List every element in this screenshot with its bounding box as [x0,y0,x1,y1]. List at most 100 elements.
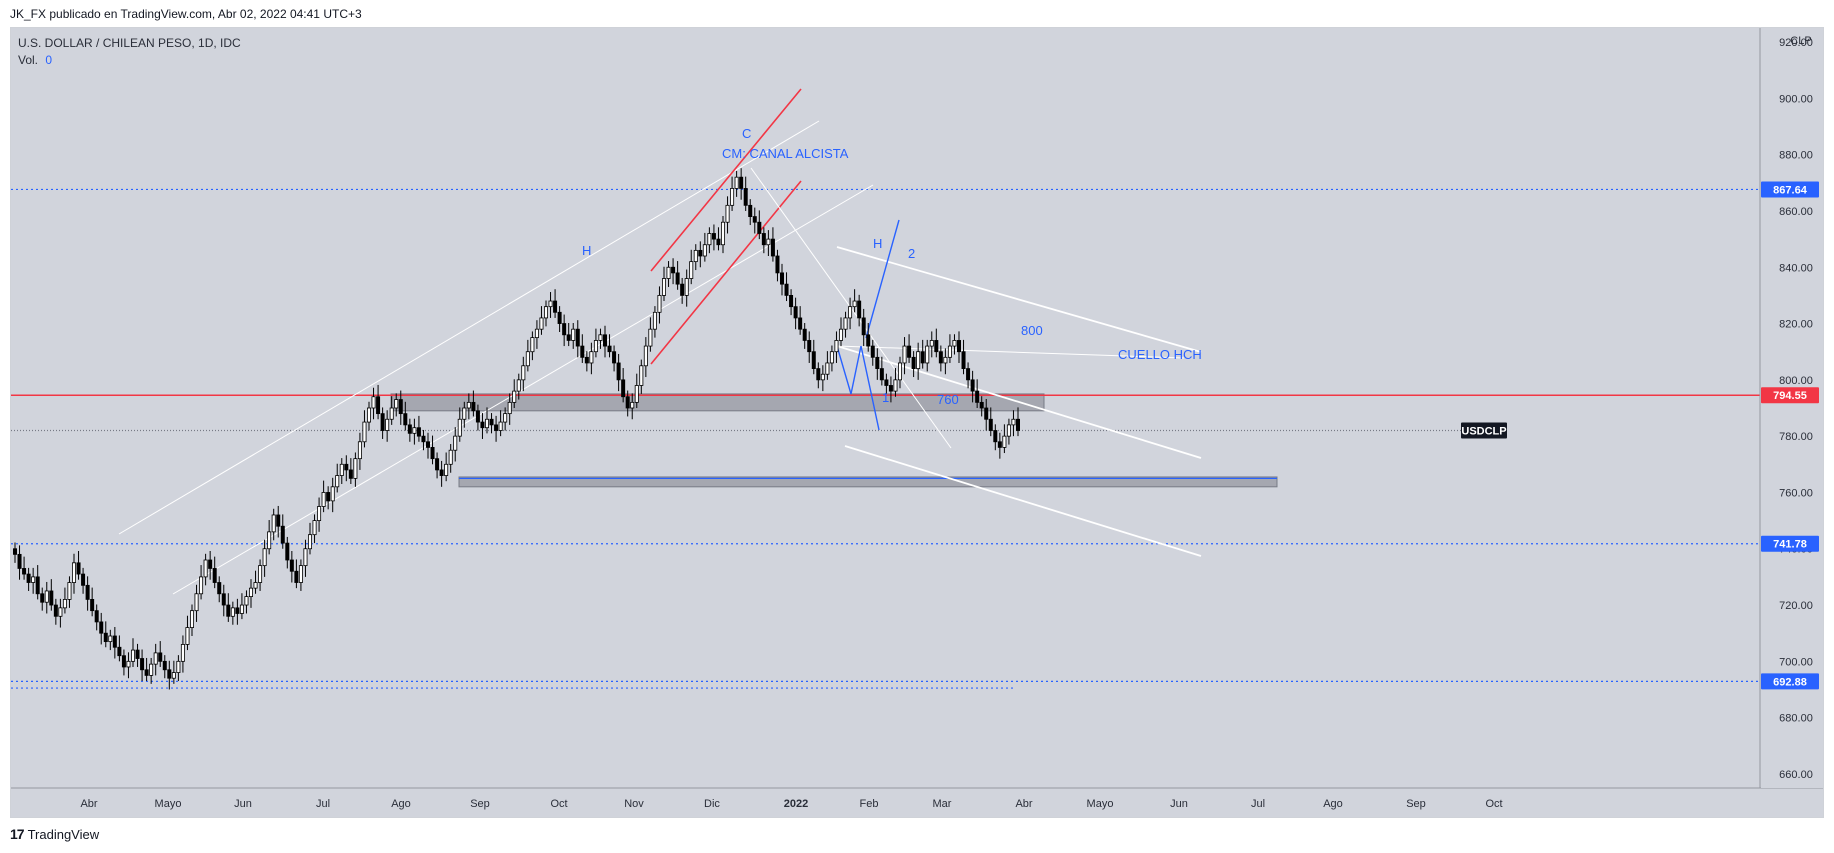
candle-body [707,233,712,246]
candle-body [593,340,598,353]
candle-body [140,658,145,671]
candle-body [403,413,408,426]
chart-annotation: H [582,243,591,258]
candle-body [17,553,22,569]
candle-body [258,565,263,583]
trend-line [650,180,802,365]
candle-body [648,328,653,347]
candle-body [643,345,648,367]
x-tick-label: Mayo [155,798,182,810]
candle-body [911,356,916,369]
candle-body [285,542,290,561]
candle-body [344,463,349,471]
candle-body [761,233,766,246]
x-tick-label: Oct [550,798,567,810]
candle-body [621,379,626,398]
candle-body [789,295,794,308]
candle-body [498,421,503,431]
candle-body [335,475,340,488]
candle-body [439,469,444,476]
volume-row[interactable]: Vol. 0 [18,52,241,69]
candle-body [348,469,353,479]
chart-annotation: CM: CANAL ALCISTA [722,146,849,161]
chart-frame[interactable]: C CM: CANAL ALCISTA H H 2 1 800 760 CUELLO HCH C… [10,27,1824,818]
candle-body [448,449,453,465]
price-label-text: 794.55 [1773,390,1807,402]
candle-body [489,418,494,426]
candle-body [798,317,803,330]
y-tick-label: 880.00 [1779,150,1813,162]
x-tick-label: Jun [1170,798,1188,810]
time-scale-bg[interactable] [11,789,1823,817]
annotations-layer: C CM: CANAL ALCISTA H H 2 1 800 760 CUELLO HCH [582,126,1202,407]
trend-line [865,219,900,339]
candle-body [394,399,399,409]
x-tick-label: Ago [391,798,411,810]
candle-body [430,447,435,460]
x-tick-label: Nov [624,798,644,810]
trend-line [844,445,1202,557]
candle-body [857,300,862,319]
candle-body [671,266,676,274]
candle-body [752,216,757,223]
candle-body [62,599,67,609]
price-label-text: USDCLP [1461,426,1506,438]
candle-body [534,328,539,339]
footer[interactable]: 17 TradingView [10,826,99,842]
candle-body [1011,418,1016,426]
candle-body [639,365,644,386]
trend-line [860,345,880,431]
candle-body [99,621,104,634]
candle-body [716,238,721,246]
trend-line [650,88,802,272]
candle-body [444,463,449,476]
y-tick-label: 660.00 [1779,769,1813,781]
candle-body [221,593,226,606]
x-tick-label: Abr [80,798,97,810]
candle-body [920,351,925,364]
tradingview-brand[interactable]: TradingView [27,826,100,842]
candle-body [866,334,871,347]
candle-body [580,345,585,358]
tradingview-logo-icon[interactable]: 17 [10,826,25,842]
candle-body [203,559,208,578]
x-axis: Abr Mayo Jun Jul Ago Sep Oct Nov Dic 2022 Feb Mar Ab… [80,798,1502,810]
candle-body [929,340,934,347]
candle-body [398,399,403,415]
x-tick-label: Ago [1323,798,1343,810]
candle-body [298,565,303,583]
candle-body [153,652,158,665]
price-label-bg [1761,535,1819,552]
candle-body [26,573,31,583]
price-scale-bg[interactable] [1761,28,1823,788]
candle-body [870,345,875,358]
candle-body [131,649,136,662]
candle-body [979,401,984,409]
candle-body [925,345,930,364]
candle-body [616,362,621,381]
candle-body [566,334,571,341]
chart-svg[interactable]: C CM: CANAL ALCISTA H H 2 1 800 760 CUELLO HCH C… [11,28,1823,817]
candle-body [176,660,181,673]
x-tick-label: Sep [1406,798,1426,810]
candle-body [1016,418,1021,431]
candle-body [457,418,462,437]
symbol-title[interactable]: U.S. DOLLAR / CHILEAN PESO, 1D, IDC [18,36,241,50]
candle-body [684,278,689,296]
candle-body [117,646,122,657]
volume-value: 0 [45,53,53,67]
candle-body [212,568,217,583]
y-tick-label: 920.00 [1779,37,1813,49]
y-tick-label: 680.00 [1779,713,1813,725]
candle-body [630,401,635,409]
x-tick-label: 2022 [784,798,808,810]
candle-body [589,351,594,364]
candle-body [58,607,63,617]
candle-body [584,356,589,364]
candle-body [843,317,848,330]
trend-line [836,246,1202,353]
candle-body [748,204,753,217]
chart-legend[interactable]: U.S. DOLLAR / CHILEAN PESO, 1D, IDC Vol.… [18,35,241,69]
candle-body [244,596,249,606]
volume-label: Vol. [18,53,39,67]
